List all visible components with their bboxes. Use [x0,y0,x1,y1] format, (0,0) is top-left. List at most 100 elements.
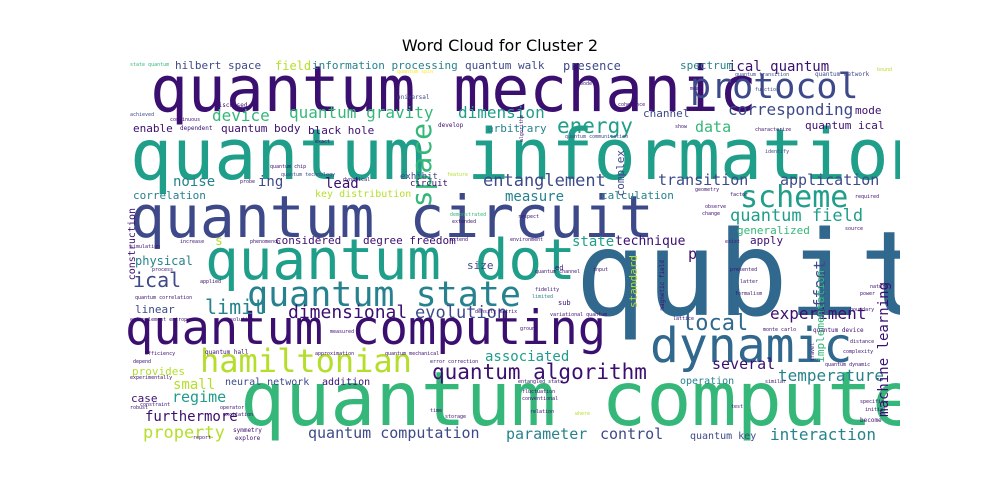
word-quantum-dot: quantum dot [205,228,576,293]
word-relation: relation [530,409,555,415]
word-dynamical: dynamical [343,177,371,183]
word-exist: exist [725,239,741,245]
word-complexity: complexity [843,349,874,355]
word-quantum-computation: quantum computation [308,424,480,442]
word-quantum-mechanical: quantum mechanical [385,351,440,357]
word-mean: mean [690,86,703,92]
word-corresponding: corresponding [728,100,854,119]
word-approximation: approximation [315,351,355,357]
word-model: model [580,81,596,87]
word-limited: limited [532,294,554,300]
word-probe: probe [240,179,256,185]
word-apply: apply [750,234,784,247]
word-specific: specific [860,399,885,405]
word-efficiency: efficiency [145,351,176,357]
word-considered: considered [275,234,342,247]
word-channel: channel [643,107,690,120]
word-phenomenon: phenomenon [250,239,281,245]
word-dynamic: dynamic [650,318,853,374]
word-quantum-device: quantum device [813,327,864,334]
word-environment: environment [510,237,544,243]
word-scheme: scheme [740,180,849,215]
word-size: size [467,259,494,272]
word-lattice: lattice [673,316,695,322]
word-generalized: generalized [737,224,810,237]
word-depend: depend [133,359,152,365]
word-presented: presented [730,267,758,273]
word-quantum-channel: quantum channel [535,269,581,275]
word-quantum-chip: quantum chip [270,164,307,170]
word-energy: energy [557,114,633,138]
word-implementation: implementation [814,270,827,363]
word-excitation: excitation [223,412,254,418]
word-geometry: geometry [695,187,720,193]
word-technique: technique [615,234,686,249]
word-mode: mode [855,104,882,117]
word-local: local [682,311,749,336]
word-measured: measured [330,329,355,335]
word-quantum-algorithm: quantum algorithm [432,360,647,384]
word-increase: increase [180,239,205,245]
word-quantum-transition: quantum transition [735,72,790,78]
word-travel: travel [810,343,816,362]
word-state: state [572,234,615,250]
word-explore: explore [235,435,261,442]
word-property: property [143,423,225,443]
word-application: application [780,171,880,189]
word-extended: extended [452,219,477,225]
word-hilbert-space: hilbert space [175,60,262,72]
word-s: s [215,234,223,249]
word-quantum-network: quantum network [815,71,870,78]
word-noise: noise [173,174,216,190]
word-degree-freedom: degree freedom [363,234,456,247]
word-quantum-hall: quantum hall [205,349,249,356]
word-device: device [212,106,270,125]
word-provides: provides [132,365,185,378]
word-coherence: coherence [618,102,646,108]
word-p: p [688,245,698,263]
word-quantum-mechanic: quantum mechanic [150,60,757,126]
word-enable: enable [133,122,173,135]
word-limit: limit [205,295,266,319]
word-robust: robust [130,405,149,411]
word-conventional: conventional [522,396,559,402]
word-quantum-state: quantum state [247,275,521,315]
word-required: required [855,194,880,200]
word-universal: universal [397,94,430,101]
word-physical: physical [135,254,193,268]
word-exact: exact [315,139,331,145]
word-quantum-ical: quantum ical [805,119,885,132]
word-achieved: achieved [130,112,155,118]
word-constraint: constraint [140,402,171,408]
word-dimension: dimension [458,103,545,122]
word-ground: ground [520,326,539,332]
word-case: case [131,392,158,405]
word-exhibit: exhibit [400,172,438,182]
word-discussed: discussed [215,102,248,109]
word-change: change [702,211,721,217]
word-ed: ed [555,264,564,272]
word-transition: transition [658,171,749,189]
word-source: source [845,226,864,232]
word-furthermore: furthermore [145,409,238,425]
word-measure: measure [505,189,565,205]
word-complex: complex [614,150,627,197]
word-initial: initial [865,407,887,413]
word-storage: storage [445,414,467,420]
word-where: where [575,411,591,417]
word-qubit: qubit [575,205,900,343]
word-temperature: temperature [778,366,884,385]
chart-title: Word Cloud for Cluster 2 [401,36,599,55]
word-characterize: characterize [755,127,792,133]
word-state-quantum: state quantum [130,62,170,68]
word-latter: latter [740,279,759,285]
word-test: test [731,404,744,410]
word-monte-carlo: monte carlo [763,327,797,333]
word-quantum-computer: quantum computer [240,355,900,443]
word-boundary: boundary [850,307,875,313]
word-magnetic-field: magnetic field [659,260,666,311]
word-similar: similar [765,379,787,385]
word-several: several [712,355,776,373]
word-parameter: parameter [506,425,588,443]
word-factor: factor [730,192,749,198]
